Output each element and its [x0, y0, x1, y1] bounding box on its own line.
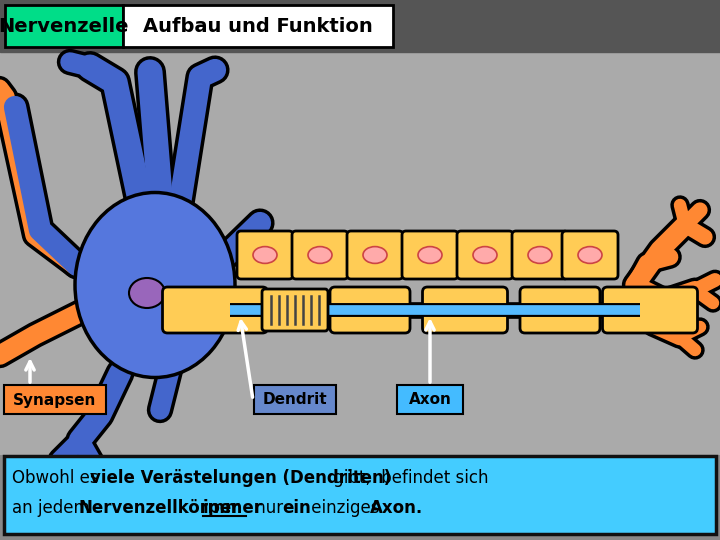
Text: ein: ein	[282, 499, 311, 517]
FancyBboxPatch shape	[562, 231, 618, 279]
FancyBboxPatch shape	[423, 287, 508, 333]
FancyBboxPatch shape	[163, 287, 268, 333]
Ellipse shape	[253, 247, 277, 264]
Text: Aufbau und Funktion: Aufbau und Funktion	[143, 17, 373, 36]
FancyBboxPatch shape	[254, 385, 336, 414]
FancyBboxPatch shape	[397, 385, 463, 414]
Ellipse shape	[418, 247, 442, 264]
Ellipse shape	[363, 247, 387, 264]
Ellipse shape	[129, 278, 165, 308]
Ellipse shape	[75, 192, 235, 377]
Bar	[123, 5, 393, 47]
Text: Nervenzelle: Nervenzelle	[0, 17, 130, 36]
FancyBboxPatch shape	[330, 287, 410, 333]
Ellipse shape	[473, 247, 497, 264]
Bar	[0, 0, 720, 52]
Text: Nervenzellkörper: Nervenzellkörper	[78, 499, 240, 517]
Text: einziges: einziges	[306, 499, 384, 517]
Bar	[4, 456, 716, 534]
Text: nur: nur	[250, 499, 289, 517]
Bar	[5, 5, 123, 47]
Text: an jedem: an jedem	[12, 499, 95, 517]
Text: Synapsen: Synapsen	[13, 393, 96, 408]
FancyBboxPatch shape	[402, 231, 458, 279]
Text: Axon.: Axon.	[370, 499, 423, 517]
Text: Axon: Axon	[408, 393, 451, 408]
FancyBboxPatch shape	[292, 231, 348, 279]
FancyBboxPatch shape	[237, 231, 293, 279]
FancyBboxPatch shape	[457, 231, 513, 279]
Text: immer: immer	[203, 499, 263, 517]
Ellipse shape	[528, 247, 552, 264]
Text: Dendrit: Dendrit	[263, 393, 328, 408]
Ellipse shape	[308, 247, 332, 264]
Text: Obwohl es: Obwohl es	[12, 469, 104, 487]
Bar	[0, 52, 720, 455]
FancyBboxPatch shape	[520, 287, 600, 333]
Ellipse shape	[578, 247, 602, 264]
Text: gibt,  befindet sich: gibt, befindet sich	[328, 469, 488, 487]
FancyBboxPatch shape	[512, 231, 568, 279]
FancyBboxPatch shape	[603, 287, 698, 333]
Text: viele Verästelungen (Dendriten): viele Verästelungen (Dendriten)	[90, 469, 391, 487]
FancyBboxPatch shape	[347, 231, 403, 279]
FancyBboxPatch shape	[262, 289, 328, 331]
FancyBboxPatch shape	[4, 385, 106, 414]
